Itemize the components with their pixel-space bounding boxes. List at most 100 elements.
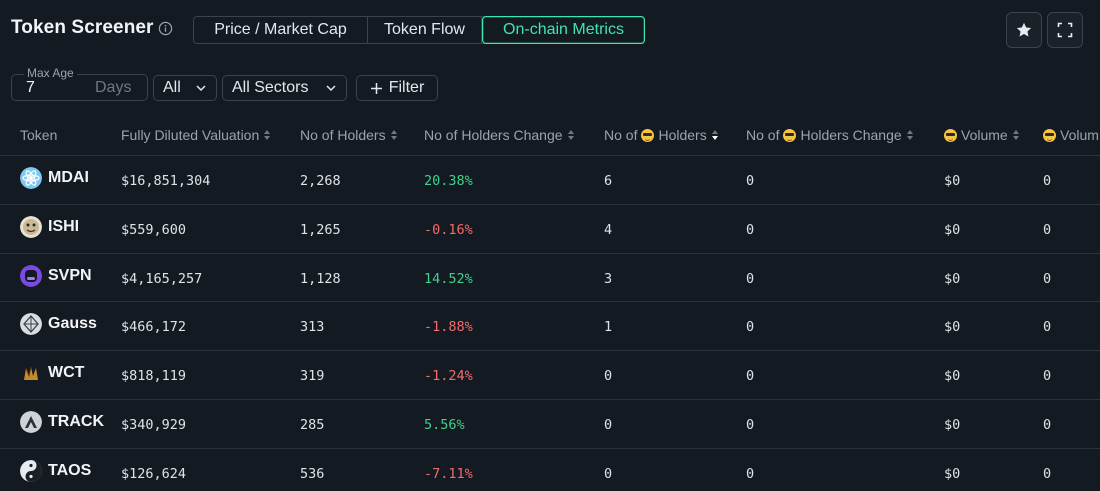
sector-select[interactable]: All Sectors [222, 75, 347, 101]
token-cell[interactable]: TAOS [20, 459, 92, 482]
token-cell[interactable]: WCT [20, 362, 84, 384]
sort-icon [390, 130, 397, 140]
sort-icon [264, 130, 271, 140]
chevron-down-icon [196, 85, 206, 92]
sort-desc-icon [711, 130, 718, 140]
tab-on-chain-metrics[interactable]: On-chain Metrics [482, 16, 645, 44]
max-age-unit: Days [95, 79, 132, 96]
smart-volume-2-cell: 0 [1043, 173, 1052, 189]
smart-holders-change-cell: 0 [746, 319, 755, 336]
column-header-smart-volume-2[interactable]: Volum [1043, 127, 1099, 143]
gauss-logo-icon [20, 313, 42, 336]
holders-change-cell: -1.88% [424, 319, 473, 336]
smart-volume-cell: $0 [944, 270, 961, 287]
holders-change-cell: -7.11% [424, 465, 473, 482]
sunglasses-emoji-icon [944, 128, 957, 142]
smart-volume-cell: $0 [944, 221, 961, 238]
fdv-cell: $4,165,257 [121, 270, 203, 287]
smart-volume-2-cell: 0 [1043, 270, 1052, 287]
chain-select[interactable]: All [153, 75, 217, 101]
token-cell[interactable]: ISHI [20, 215, 80, 238]
smart-volume-cell: $0 [944, 368, 961, 385]
sector-select-value: All Sectors [232, 79, 309, 96]
wct-logo-icon [24, 367, 38, 381]
sunglasses-emoji-icon [641, 128, 655, 142]
holders-cell: 536 [300, 465, 325, 482]
holders-change-cell: 14.52% [424, 270, 473, 287]
holders-cell: 1,265 [300, 221, 341, 238]
token-cell[interactable]: MDAI [20, 167, 89, 189]
fdv-cell: $818,119 [121, 368, 187, 385]
holders-change-cell: -1.24% [424, 368, 473, 385]
smart-volume-2-cell: 0 [1043, 465, 1052, 482]
smart-holders-cell: 3 [604, 270, 613, 287]
smart-volume-cell: $0 [944, 173, 961, 189]
table-row[interactable]: Gauss $466,172 313 -1.88% 1 0 $0 0 [0, 302, 1100, 352]
smart-volume-cell: $0 [944, 465, 961, 482]
column-header-smart-holders-change[interactable]: No of Holders Change [746, 127, 914, 143]
column-header-smart-holders[interactable]: No of Holders [604, 127, 719, 143]
smart-holders-change-cell: 0 [746, 270, 755, 287]
table-header: Token Fully Diluted Valuation No of Hold… [0, 114, 1100, 156]
holders-change-cell: -0.16% [424, 221, 473, 238]
holders-cell: 319 [300, 368, 325, 385]
table-row[interactable]: MDAI $16,851,304 2,268 20.38% 6 0 $0 0 [0, 156, 1100, 205]
fullscreen-button[interactable] [1047, 12, 1083, 48]
smart-holders-cell: 0 [604, 368, 613, 385]
column-header-holders-change[interactable]: No of Holders Change [424, 127, 575, 143]
view-tabs: Price / Market Cap Token Flow On-chain M… [193, 16, 645, 44]
table-row[interactable]: TAOS $126,624 536 -7.11% 0 0 $0 0 [0, 449, 1100, 491]
token-symbol: TRACK [48, 412, 104, 430]
token-symbol: SVPN [48, 266, 92, 284]
smart-volume-cell: $0 [944, 319, 961, 336]
table-row[interactable]: TRACK $340,929 285 5.56% 0 0 $0 0 [0, 400, 1100, 449]
fdv-cell: $126,624 [121, 465, 187, 482]
table-row[interactable]: ISHI $559,600 1,265 -0.16% 4 0 $0 0 [0, 205, 1100, 254]
smart-volume-2-cell: 0 [1043, 368, 1052, 385]
table-row[interactable]: SVPN $4,165,257 1,128 14.52% 3 0 $0 0 [0, 254, 1100, 303]
fdv-cell: $340,929 [121, 416, 187, 433]
sort-icon [1012, 130, 1019, 140]
holders-cell: 1,128 [300, 270, 341, 287]
holders-cell: 285 [300, 416, 325, 433]
expand-icon [1057, 22, 1073, 38]
mdai-logo-icon [20, 167, 42, 189]
chain-select-value: All [163, 79, 181, 96]
token-symbol: TAOS [48, 461, 92, 479]
holders-change-cell: 5.56% [424, 416, 465, 433]
smart-volume-2-cell: 0 [1043, 221, 1052, 238]
sunglasses-emoji-icon [783, 128, 797, 142]
info-icon[interactable] [158, 21, 173, 36]
column-header-smart-volume[interactable]: Volume [944, 127, 1020, 143]
plus-icon [370, 82, 382, 94]
smart-holders-change-cell: 0 [746, 221, 755, 238]
sort-icon [567, 130, 574, 140]
tab-price-market-cap[interactable]: Price / Market Cap [194, 17, 368, 43]
svpn-logo-icon [20, 264, 42, 287]
max-age-label: Max Age [24, 66, 77, 80]
max-age-input[interactable] [26, 79, 86, 97]
track-logo-icon [20, 410, 42, 433]
page-title: Token Screener [11, 17, 154, 38]
filter-button[interactable]: Filter [356, 75, 438, 101]
smart-holders-cell: 6 [604, 173, 613, 189]
column-header-holders[interactable]: No of Holders [300, 127, 398, 143]
fdv-cell: $559,600 [121, 221, 187, 238]
chevron-down-icon [326, 85, 336, 92]
smart-holders-cell: 4 [604, 221, 613, 238]
table-row[interactable]: WCT $818,119 319 -1.24% 0 0 $0 0 [0, 351, 1100, 400]
holders-cell: 313 [300, 319, 325, 336]
header: Token Screener Price / Market Cap Token … [0, 0, 1100, 60]
column-header-token: Token [20, 127, 58, 143]
tab-token-flow[interactable]: Token Flow [368, 17, 482, 43]
favorite-button[interactable] [1006, 12, 1042, 48]
token-symbol: ISHI [48, 217, 80, 235]
token-cell[interactable]: Gauss [20, 313, 97, 336]
token-cell[interactable]: TRACK [20, 410, 104, 433]
ishi-logo-icon [20, 215, 42, 238]
smart-volume-2-cell: 0 [1043, 319, 1052, 336]
column-header-fdv[interactable]: Fully Diluted Valuation [121, 127, 271, 143]
token-cell[interactable]: SVPN [20, 264, 92, 287]
holders-cell: 2,268 [300, 173, 341, 189]
smart-holders-cell: 1 [604, 319, 613, 336]
